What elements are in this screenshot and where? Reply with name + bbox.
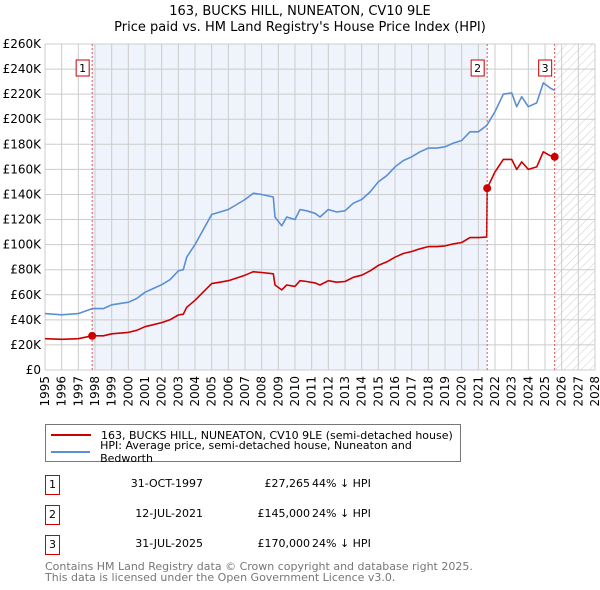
sale-point xyxy=(88,331,97,340)
y-tick-label: £100K xyxy=(3,238,43,252)
y-tick-label: £60K xyxy=(10,288,42,302)
y-tick-label: £180K xyxy=(3,137,43,151)
y-tick-label: £240K xyxy=(3,62,43,76)
transaction-hpi-diff: 24% ↓ HPI xyxy=(312,537,371,550)
y-tick-label: £0 xyxy=(26,363,41,377)
chart-title: Price paid vs. HM Land Registry's House … xyxy=(114,20,486,35)
legend-label-property: 163, BUCKS HILL, NUNEATON, CV10 9LE (sem… xyxy=(101,428,453,442)
x-tick-label: 1997 xyxy=(71,376,85,407)
transaction-row: 1 31-OCT-1997 £27,265 44% ↓ HPI xyxy=(45,475,465,495)
transaction-marker: 2 xyxy=(45,505,60,525)
transaction-price: £170,000 xyxy=(257,537,311,550)
x-tick-label: 2003 xyxy=(171,376,185,407)
y-tick-label: £140K xyxy=(3,187,43,201)
transaction-price: £145,000 xyxy=(257,507,311,520)
x-tick-label: 1999 xyxy=(105,376,119,407)
sale-label-box xyxy=(538,59,553,77)
x-tick-label: 2028 xyxy=(588,376,600,407)
price-chart: £0 £20K £40K £60K £80K £100K £120K £140K £160K £1… xyxy=(3,37,600,407)
footer-copyright: Contains HM Land Registry data © Crown c… xyxy=(45,560,473,573)
sale-label: 3 xyxy=(542,62,549,75)
sale-label-box xyxy=(470,59,485,77)
chart-legend: 163, BUCKS HILL, NUNEATON, CV10 9LE (sem… xyxy=(45,424,461,465)
transaction-marker: 3 xyxy=(45,535,60,555)
legend-label-hpi: HPI: Average price, semi-detached house,… xyxy=(100,439,412,465)
x-tick-label: 2005 xyxy=(205,376,219,407)
transaction-hpi-diff: 24% ↓ HPI xyxy=(312,507,371,520)
y-tick-label: £20K xyxy=(10,338,42,352)
x-tick-label: 1995 xyxy=(38,376,52,407)
x-tick-label: 2017 xyxy=(405,376,419,407)
y-tick-label: £80K xyxy=(10,263,42,277)
sale-label: 2 xyxy=(474,62,481,75)
y-tick-label: £160K xyxy=(3,162,43,176)
x-tick-label: 2000 xyxy=(121,376,135,407)
x-tick-label: 2022 xyxy=(488,376,502,407)
x-tick-label: 2009 xyxy=(271,376,285,407)
x-tick-label: 2013 xyxy=(338,376,352,407)
x-tick-label: 1996 xyxy=(55,376,69,407)
x-tick-label: 2002 xyxy=(155,376,169,407)
x-tick-label: 2016 xyxy=(388,376,402,407)
x-tick-label: 2015 xyxy=(371,376,385,407)
y-tick-label: £200K xyxy=(3,112,43,126)
sale-point xyxy=(550,152,559,161)
transaction-price: £27,265 xyxy=(264,477,311,490)
transaction-date: 31-OCT-1997 xyxy=(130,477,203,490)
x-tick-label: 2006 xyxy=(221,376,235,407)
legend-swatch-property xyxy=(51,434,91,436)
x-tick-label: 2014 xyxy=(355,376,369,407)
x-tick-label: 2004 xyxy=(188,376,202,407)
x-tick-label: 2020 xyxy=(455,376,469,407)
y-tick-label: £40K xyxy=(10,313,42,327)
x-tick-label: 2018 xyxy=(421,376,435,407)
x-tick-label: 2024 xyxy=(521,376,535,407)
y-tick-label: £260K xyxy=(3,37,43,51)
transaction-marker: 1 xyxy=(45,475,60,495)
sale-label: 1 xyxy=(79,62,86,75)
x-tick-label: 2025 xyxy=(538,376,552,407)
transaction-date: 31-JUL-2025 xyxy=(135,537,203,550)
sale-point xyxy=(483,184,492,193)
x-tick-label: 1998 xyxy=(88,376,102,407)
y-tick-label: £220K xyxy=(3,87,43,101)
x-tick-label: 2026 xyxy=(555,376,569,407)
x-tick-label: 2008 xyxy=(255,376,269,407)
footer-licence: This data is licensed under the Open Gov… xyxy=(45,571,396,584)
x-tick-label: 2012 xyxy=(321,376,335,407)
x-tick-label: 2001 xyxy=(138,376,152,407)
x-tick-label: 2021 xyxy=(471,376,485,407)
legend-swatch-hpi xyxy=(51,451,91,453)
chart-title-address: 163, BUCKS HILL, NUNEATON, CV10 9LE xyxy=(169,4,431,19)
x-tick-label: 2007 xyxy=(238,376,252,407)
x-tick-label: 2010 xyxy=(288,376,302,407)
forecast-hatch xyxy=(554,44,595,370)
sale-label-box xyxy=(75,59,90,77)
x-tick-label: 2027 xyxy=(571,376,585,407)
x-tick-label: 2019 xyxy=(438,376,452,407)
transaction-row: 3 31-JUL-2025 £170,000 24% ↓ HPI xyxy=(45,535,465,555)
x-tick-label: 2011 xyxy=(305,376,319,407)
hpi-line xyxy=(44,82,556,316)
transaction-date: 12-JUL-2021 xyxy=(135,507,203,520)
ownership-period-shade xyxy=(92,44,488,370)
x-tick-label: 2023 xyxy=(505,376,519,407)
transaction-row: 2 12-JUL-2021 £145,000 24% ↓ HPI xyxy=(45,505,465,525)
transaction-hpi-diff: 44% ↓ HPI xyxy=(312,477,371,490)
y-tick-label: £120K xyxy=(3,213,43,227)
